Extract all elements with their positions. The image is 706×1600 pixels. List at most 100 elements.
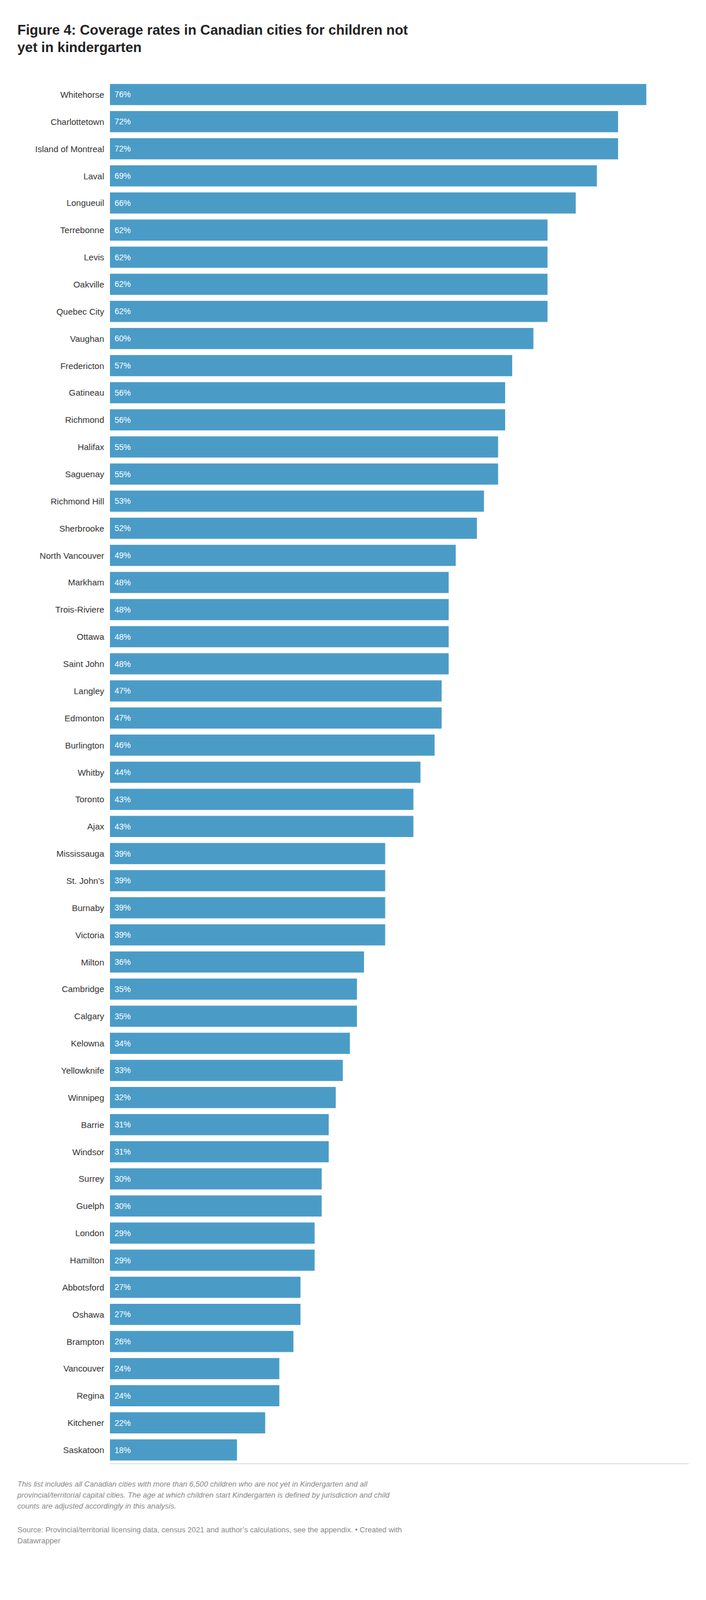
category-label: Edmonton xyxy=(64,713,105,724)
data-label: 56% xyxy=(114,415,131,425)
bar xyxy=(109,436,499,458)
data-label: 62% xyxy=(114,279,131,289)
data-label: 39% xyxy=(114,903,131,913)
category-label: Kitchener xyxy=(67,1418,105,1429)
data-label: 47% xyxy=(114,713,131,723)
data-label: 69% xyxy=(114,171,131,181)
chart: Figure 4: Coverage rates in Canadian cit… xyxy=(0,0,706,1600)
bar xyxy=(109,1141,329,1164)
bar xyxy=(109,1005,358,1028)
data-label: 35% xyxy=(114,1012,131,1022)
category-label: Cambridge xyxy=(61,984,105,995)
bar xyxy=(109,951,364,974)
category-label: Saguenay xyxy=(64,469,105,480)
data-label: 39% xyxy=(114,930,131,940)
category-label: Whitehorse xyxy=(60,89,105,100)
category-label: Guelph xyxy=(76,1201,105,1212)
bar xyxy=(109,599,449,621)
category-label: Richmond xyxy=(64,414,105,425)
bar xyxy=(109,1277,301,1299)
data-label: 55% xyxy=(114,469,131,480)
bar xyxy=(109,707,442,730)
data-label: 24% xyxy=(114,1391,131,1402)
bar xyxy=(109,83,647,106)
category-label: Milton xyxy=(81,957,105,968)
bar xyxy=(109,789,414,811)
bar xyxy=(109,762,421,784)
bar xyxy=(109,897,386,919)
category-label: Calgary xyxy=(74,1011,105,1022)
bar xyxy=(109,490,484,513)
data-label: 39% xyxy=(114,876,131,886)
data-label: 35% xyxy=(114,984,131,995)
category-label: Trois-Riviere xyxy=(55,604,105,615)
bar xyxy=(109,653,449,675)
data-label: 48% xyxy=(114,659,131,669)
bar xyxy=(109,111,619,133)
bar xyxy=(109,273,548,296)
bar xyxy=(109,1168,322,1191)
bar xyxy=(109,1412,266,1434)
bar xyxy=(109,1331,294,1353)
bars xyxy=(109,83,647,1462)
data-label: 52% xyxy=(114,523,131,533)
bar xyxy=(109,734,435,757)
category-label: Oakville xyxy=(73,279,105,290)
data-label: 48% xyxy=(114,605,131,615)
data-label: 31% xyxy=(114,1120,131,1130)
bar xyxy=(109,382,506,404)
bar xyxy=(109,572,449,594)
data-label: 56% xyxy=(114,388,131,398)
data-label: 22% xyxy=(114,1418,131,1429)
data-label: 62% xyxy=(114,306,131,316)
data-label: 36% xyxy=(114,957,131,967)
bar xyxy=(109,545,457,567)
title: Figure 4: Coverage rates in Canadian cit… xyxy=(17,21,408,55)
bar xyxy=(109,1196,322,1218)
category-label: Winnipeg xyxy=(67,1093,105,1103)
category-label: Oshawa xyxy=(72,1310,105,1320)
data-label: 55% xyxy=(114,442,131,452)
bar xyxy=(109,463,499,485)
data-label: 26% xyxy=(114,1337,131,1347)
category-label: Windsor xyxy=(72,1147,105,1158)
data-label: 27% xyxy=(114,1282,131,1293)
data-label: 76% xyxy=(114,89,131,99)
category-label: Levis xyxy=(83,252,105,263)
bar xyxy=(109,1222,315,1245)
category-label: Brampton xyxy=(66,1337,105,1348)
bar xyxy=(109,1385,280,1408)
bar xyxy=(109,219,548,241)
category-label: Kelowna xyxy=(70,1038,105,1049)
category-label: Surrey xyxy=(78,1174,105,1184)
category-label: Vancouver xyxy=(63,1363,105,1374)
bar xyxy=(109,1087,336,1109)
data-label: 48% xyxy=(114,578,131,588)
category-label: Quebec City xyxy=(56,306,105,317)
bar xyxy=(109,1060,343,1082)
category-label: Gatineau xyxy=(68,387,105,398)
data-label: 57% xyxy=(114,361,131,371)
data-label: 29% xyxy=(114,1256,131,1266)
data-label: 27% xyxy=(114,1310,131,1320)
bar xyxy=(109,979,358,1001)
category-label: Richmond Hill xyxy=(50,496,105,507)
category-label: Burnaby xyxy=(71,903,105,914)
category-label: Regina xyxy=(76,1391,105,1402)
category-label: Charlottetown xyxy=(50,116,105,127)
bar xyxy=(109,1114,329,1136)
data-label: 53% xyxy=(114,496,131,506)
footnote: This list includes all Canadian cities w… xyxy=(16,1480,391,1511)
data-label: 60% xyxy=(114,333,131,344)
data-label: 29% xyxy=(114,1229,131,1239)
category-label: Laval xyxy=(83,171,105,182)
data-label: 32% xyxy=(114,1093,131,1103)
bar xyxy=(109,300,548,323)
data-label: 62% xyxy=(114,225,131,235)
category-label: Ajax xyxy=(87,821,105,832)
category-label: Vaughan xyxy=(70,333,105,344)
data-label: 31% xyxy=(114,1147,131,1157)
data-label: 66% xyxy=(114,198,131,208)
bar xyxy=(109,1304,301,1326)
category-label: Mississauga xyxy=(56,848,105,859)
